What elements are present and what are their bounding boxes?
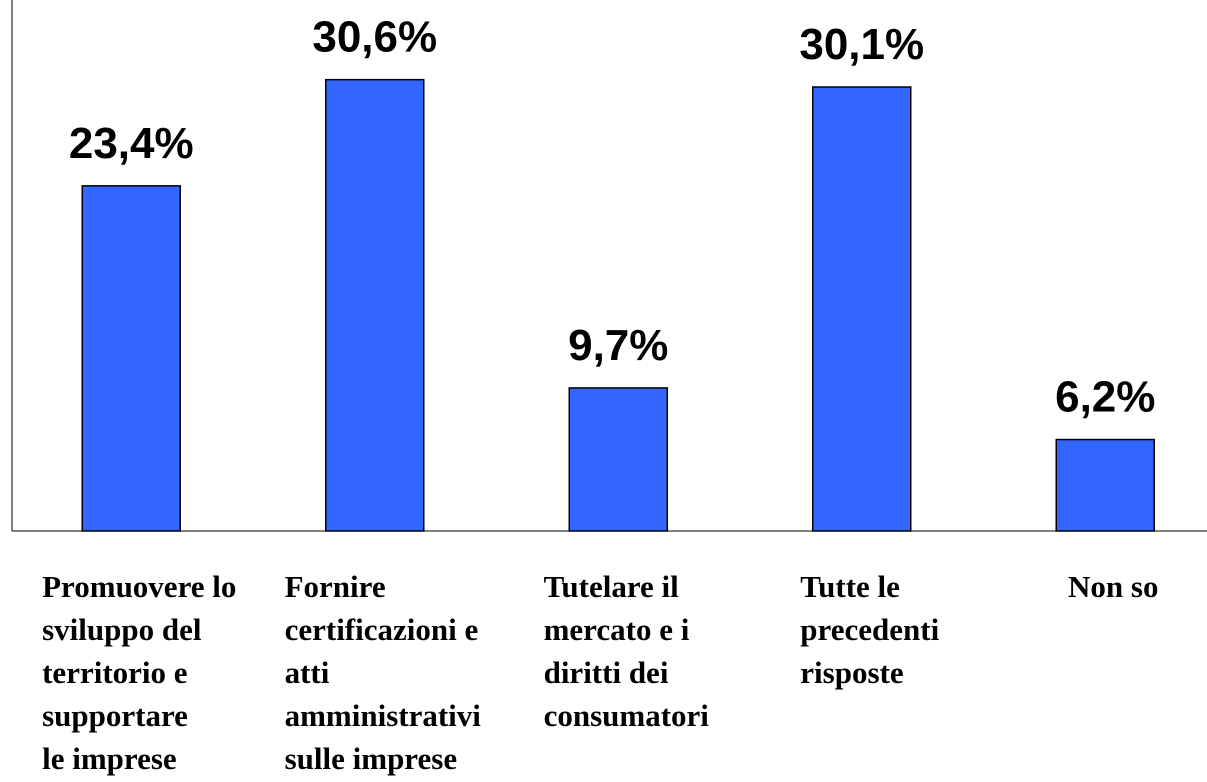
value-label: 23,4% [69,119,194,168]
x-tick-label: Fornire certificazioni e atti amministra… [284,569,481,776]
x-tick-label-wrap: Promuovere lo sviluppo del territorio e … [9,565,269,780]
x-tick-label: Tutelare il mercato e i diritti dei cons… [543,569,709,733]
x-tick-label: Promuovere lo sviluppo del territorio e … [42,569,237,776]
bar [81,185,181,532]
value-label: 30,6% [312,13,437,62]
value-label: 30,1% [799,20,924,69]
x-tick-label-wrap: Tutte le precedenti risposte [740,565,1000,694]
value-label: 9,7% [568,321,668,370]
x-tick-label: Tutte le precedenti risposte [800,569,940,690]
bar [812,86,912,532]
x-tick-label: Non so [1068,569,1159,604]
x-tick-label-wrap: Non so [983,565,1207,608]
bar [325,78,425,532]
bar [568,387,668,532]
value-label: 6,2% [1055,373,1155,422]
x-tick-label-wrap: Fornire certificazioni e atti amministra… [253,565,513,780]
bar [1055,438,1155,532]
x-tick-label-wrap: Tutelare il mercato e i diritti dei cons… [496,565,756,737]
